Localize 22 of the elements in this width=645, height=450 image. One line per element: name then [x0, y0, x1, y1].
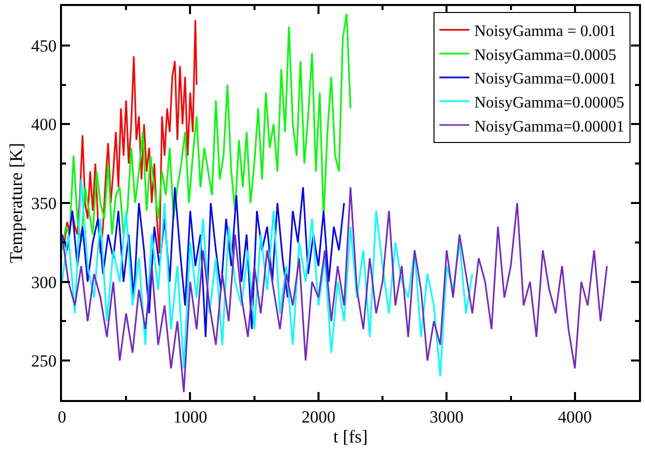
- y-tick-label: 300: [31, 272, 57, 292]
- y-tick-label: 400: [31, 115, 57, 134]
- x-tick-label: 0: [58, 407, 66, 426]
- legend-label: NoisyGamma = 0.001: [474, 23, 616, 40]
- legend-label: NoisyGamma=0.0005: [474, 46, 616, 64]
- line-series: [62, 13, 352, 252]
- x-tick-label: 1000: [173, 407, 208, 426]
- line-series: [62, 178, 474, 378]
- x-tick-label: 2000: [301, 407, 336, 426]
- x-tick-label: 3000: [430, 407, 464, 426]
- y-tick-label: 450: [31, 36, 57, 56]
- legend-label: NoisyGamma=0.0001: [474, 70, 616, 88]
- y-tick-label: 250: [31, 352, 57, 371]
- x-axis-title: t [fs]: [333, 426, 368, 446]
- legend-label: NoisyGamma=0.00005: [474, 94, 624, 112]
- line-series: [62, 186, 345, 338]
- legend-label: NoisyGamma=0.00001: [474, 118, 624, 136]
- line-series: [62, 19, 198, 254]
- y-axis-title: Temperature [K]: [6, 142, 26, 264]
- line-series: [62, 186, 608, 393]
- y-tick-label: 350: [31, 194, 57, 213]
- x-tick-label: 4000: [558, 407, 592, 426]
